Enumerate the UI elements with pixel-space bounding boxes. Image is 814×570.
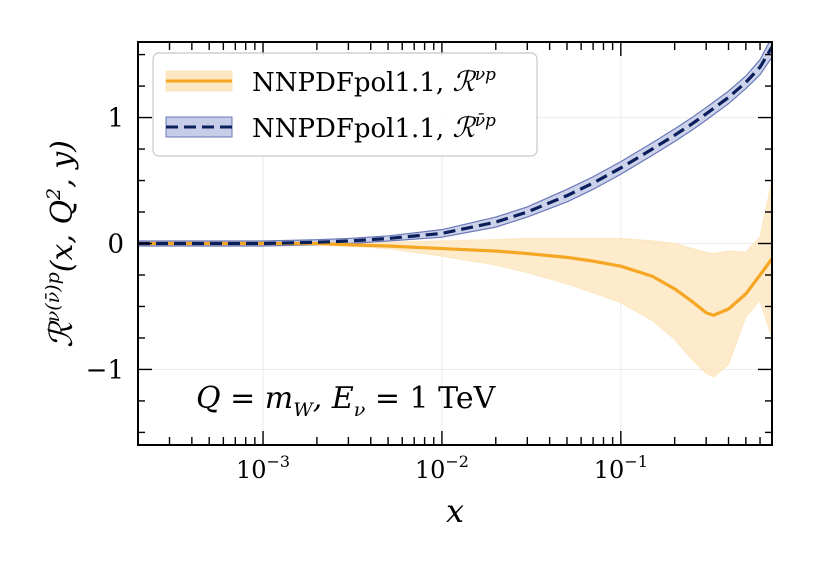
central-line-nu: [138, 241, 772, 317]
legend-entry-nu: NNPDFpol1.1, ℛνp: [165, 65, 496, 98]
annotation-text: Q = mW, Eν = 1 TeV: [196, 381, 497, 421]
band-nu: [138, 180, 772, 378]
legend-frame: [152, 52, 538, 157]
x-tick-label: 10−3: [236, 452, 290, 484]
plot-frame: [137, 41, 773, 446]
legend-label-nu: NNPDFpol1.1, ℛνp: [252, 65, 496, 98]
uncertainty-bands: [138, 42, 772, 378]
legend-entry-nubar: NNPDFpol1.1, ℛν̄p: [165, 111, 496, 144]
x-tick-label: 10−2: [415, 452, 469, 484]
y-axis-label: ℛν(ν̄)p(x, Q2, y): [42, 140, 80, 348]
x-axis-label: x: [446, 492, 464, 530]
central-lines: [138, 46, 772, 317]
x-tick-label: 10−1: [594, 452, 648, 484]
y-tick-label: 0: [107, 230, 124, 260]
band-nubar: [138, 42, 772, 247]
legend-label-nubar: NNPDFpol1.1, ℛν̄p: [252, 111, 496, 144]
y-tick-label: 1: [107, 104, 124, 134]
y-tick-label: −1: [86, 355, 124, 385]
legend: NNPDFpol1.1, ℛνp NNPDFpol1.1, ℛν̄p: [152, 52, 538, 157]
